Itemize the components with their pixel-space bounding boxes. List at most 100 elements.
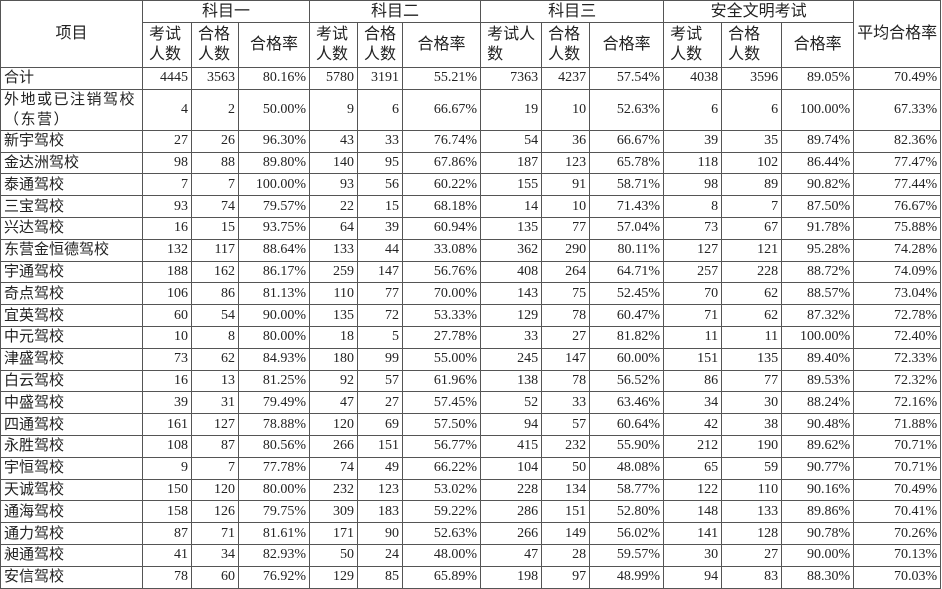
exam-count: 108 bbox=[142, 434, 192, 458]
pass-rate: 100.00% bbox=[781, 88, 855, 131]
school-name-text: 昶通驾校 bbox=[4, 547, 65, 564]
header-sub-pass-rate: 合格率 bbox=[781, 22, 855, 68]
header-sub-exam-count: 考试人数 bbox=[663, 22, 723, 68]
exam-count: 41 bbox=[142, 543, 192, 567]
exam-count: 94 bbox=[663, 565, 723, 589]
exam-count: 138 bbox=[480, 369, 543, 393]
table-row: 奇点驾校 106 86 81.13% 110 77 70.00% 143 75 52.45% 70 6… bbox=[0, 282, 942, 306]
pass-rate: 82.93% bbox=[237, 543, 311, 567]
pass-rate: 89.05% bbox=[781, 67, 855, 90]
pass-rate: 65.78% bbox=[589, 151, 665, 175]
exam-count: 257 bbox=[663, 260, 723, 284]
exam-count: 4038 bbox=[663, 67, 723, 90]
exam-count: 259 bbox=[309, 260, 359, 284]
school-name-text: 宜英驾校 bbox=[4, 307, 65, 324]
pass-count: 2 bbox=[191, 88, 239, 131]
school-name: 外地或已注销驾校（东营） bbox=[0, 88, 143, 131]
pass-count: 56 bbox=[357, 173, 404, 197]
school-name: 宜英驾校 bbox=[0, 304, 143, 327]
pass-count: 87 bbox=[191, 434, 239, 458]
exam-count: 71 bbox=[663, 304, 723, 327]
pass-count: 147 bbox=[541, 347, 591, 371]
pass-count: 71 bbox=[191, 522, 239, 545]
header-group-3: 安全文明考试 bbox=[663, 0, 855, 23]
pass-rate: 55.00% bbox=[402, 347, 482, 371]
pass-count: 15 bbox=[357, 195, 404, 218]
exam-count: 140 bbox=[309, 151, 359, 175]
pass-rate: 90.16% bbox=[781, 478, 855, 502]
pass-count: 44 bbox=[357, 238, 404, 262]
pass-count: 7 bbox=[721, 195, 783, 218]
exam-count: 33 bbox=[480, 325, 543, 349]
exam-count: 362 bbox=[480, 238, 543, 262]
exam-count: 9 bbox=[142, 456, 192, 480]
exam-count: 87 bbox=[142, 522, 192, 545]
pass-count: 7 bbox=[191, 173, 239, 197]
pass-rate: 58.71% bbox=[589, 173, 665, 197]
average-pass-rate: 82.36% bbox=[853, 129, 942, 153]
pass-rate: 95.28% bbox=[781, 238, 855, 262]
pass-count: 60 bbox=[191, 565, 239, 589]
pass-count: 151 bbox=[541, 500, 591, 524]
exam-count: 228 bbox=[480, 478, 543, 502]
header-group-1: 科目二 bbox=[309, 0, 482, 23]
pass-count: 134 bbox=[541, 478, 591, 502]
pass-count: 54 bbox=[191, 304, 239, 327]
pass-rate: 63.46% bbox=[589, 391, 665, 415]
pass-count: 135 bbox=[721, 347, 783, 371]
school-name-text: 兴达驾校 bbox=[4, 220, 65, 237]
exam-count: 132 bbox=[142, 238, 192, 262]
school-name-text: 宇恒驾校 bbox=[4, 460, 65, 477]
pass-rate: 68.18% bbox=[402, 195, 482, 218]
average-pass-rate: 72.32% bbox=[853, 369, 942, 393]
exam-count: 104 bbox=[480, 456, 543, 480]
pass-count: 77 bbox=[721, 369, 783, 393]
pass-count: 133 bbox=[721, 500, 783, 524]
pass-rate: 59.57% bbox=[589, 543, 665, 567]
pass-rate: 89.40% bbox=[781, 347, 855, 371]
school-name: 永胜驾校 bbox=[0, 434, 143, 458]
pass-count: 39 bbox=[357, 216, 404, 240]
average-pass-rate: 70.71% bbox=[853, 434, 942, 458]
exam-count: 93 bbox=[309, 173, 359, 197]
pass-count: 86 bbox=[191, 282, 239, 306]
pass-count: 59 bbox=[721, 456, 783, 480]
pass-count: 27 bbox=[357, 391, 404, 415]
pass-count: 149 bbox=[541, 522, 591, 545]
pass-count: 72 bbox=[357, 304, 404, 327]
pass-rate: 48.00% bbox=[402, 543, 482, 567]
pass-count: 35 bbox=[721, 129, 783, 153]
school-name: 中盛驾校 bbox=[0, 391, 143, 415]
pass-rate: 67.86% bbox=[402, 151, 482, 175]
exam-count: 408 bbox=[480, 260, 543, 284]
pass-rate: 50.00% bbox=[237, 88, 311, 131]
pass-rate: 53.33% bbox=[402, 304, 482, 327]
header-sub-pass-count: 合格人数 bbox=[541, 22, 591, 68]
exam-count: 93 bbox=[142, 195, 192, 218]
table-row: 津盛驾校 73 62 84.93% 180 99 55.00% 245 147 60.00% 151… bbox=[0, 347, 942, 371]
exam-count: 30 bbox=[663, 543, 723, 567]
exam-count: 73 bbox=[663, 216, 723, 240]
school-name: 天诚驾校 bbox=[0, 478, 143, 502]
exam-count: 133 bbox=[309, 238, 359, 262]
pass-count: 127 bbox=[191, 413, 239, 436]
school-name-text: 奇点驾校 bbox=[4, 285, 65, 302]
exam-count: 73 bbox=[142, 347, 192, 371]
school-name-text: 天诚驾校 bbox=[4, 481, 65, 498]
table-row: 金达洲驾校 98 88 89.80% 140 95 67.86% 187 123 65.78% 11… bbox=[0, 151, 942, 175]
exam-count: 286 bbox=[480, 500, 543, 524]
pass-rate: 60.22% bbox=[402, 173, 482, 197]
header-sub-exam-count: 考试人数 bbox=[480, 22, 543, 68]
header-sub-pass-rate: 合格率 bbox=[589, 22, 665, 68]
table-row: 新宇驾校 27 26 96.30% 43 33 76.74% 54 36 66.67% 39 35 89… bbox=[0, 129, 942, 153]
exam-count: 127 bbox=[663, 238, 723, 262]
pass-rate: 78.88% bbox=[237, 413, 311, 436]
exam-count: 415 bbox=[480, 434, 543, 458]
pass-count: 57 bbox=[541, 413, 591, 436]
pass-count: 26 bbox=[191, 129, 239, 153]
pass-rate: 89.53% bbox=[781, 369, 855, 393]
pass-count: 90 bbox=[357, 522, 404, 545]
pass-rate: 52.45% bbox=[589, 282, 665, 306]
school-name-text: 通力驾校 bbox=[4, 525, 65, 542]
header-sub-pass-count: 合格人数 bbox=[721, 22, 783, 68]
